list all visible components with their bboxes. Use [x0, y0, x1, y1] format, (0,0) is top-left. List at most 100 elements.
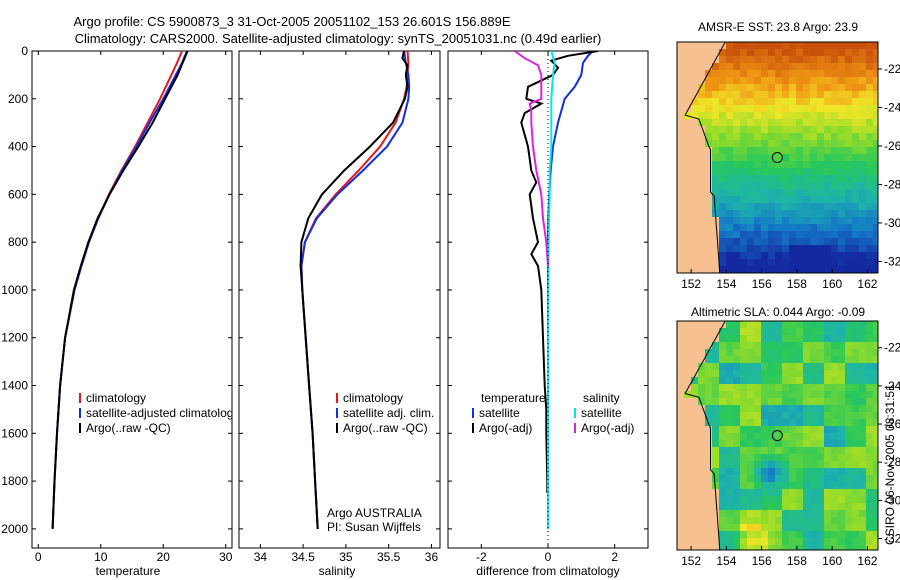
- map-cell: [803, 545, 811, 550]
- map-cell: [817, 377, 825, 385]
- map-cell: [691, 426, 699, 434]
- map-cell: [698, 91, 706, 99]
- map-cell: [852, 545, 860, 550]
- map-cell: [698, 503, 706, 511]
- map-cell: [873, 342, 878, 350]
- map-cell: [803, 531, 811, 539]
- map-cell: [817, 133, 825, 141]
- map-cell: [775, 363, 783, 371]
- map-cell: [845, 112, 853, 120]
- map-cell: [712, 259, 720, 267]
- map-cell: [775, 140, 783, 148]
- sst-field: [677, 42, 878, 273]
- map-cell: [838, 454, 846, 462]
- map-cell: [719, 377, 727, 385]
- map-cell: [705, 370, 713, 378]
- map-cell: [761, 475, 769, 483]
- map-cell: [817, 63, 825, 71]
- map-cell: [747, 56, 755, 64]
- map-cell: [747, 524, 755, 532]
- map-cell: [677, 231, 685, 239]
- map-cell: [873, 440, 878, 448]
- map-cell: [754, 203, 762, 211]
- lat-tick-label: -32: [884, 254, 900, 268]
- map-cell: [684, 224, 692, 232]
- map-cell: [677, 161, 685, 169]
- map-cell: [719, 370, 727, 378]
- map-cell: [803, 468, 811, 476]
- map-cell: [810, 419, 818, 427]
- map-cell: [712, 203, 720, 211]
- map-cell: [810, 447, 818, 455]
- map-cell: [838, 63, 846, 71]
- map-cell: [726, 182, 734, 190]
- map-cell: [838, 259, 846, 267]
- map-cell: [789, 496, 797, 504]
- map-cell: [789, 203, 797, 211]
- map-cell: [845, 335, 853, 343]
- map-cell: [782, 175, 790, 183]
- map-cell: [705, 140, 713, 148]
- x-tick-label: -2: [476, 550, 487, 564]
- map-cell: [719, 70, 727, 78]
- map-cell: [817, 454, 825, 462]
- map-cell: [705, 426, 713, 434]
- map-cell: [733, 454, 741, 462]
- map-cell: [782, 126, 790, 134]
- map-cell: [873, 133, 878, 141]
- map-cell: [705, 182, 713, 190]
- map-cell: [810, 391, 818, 399]
- map-cell: [761, 140, 769, 148]
- map-cell: [684, 259, 692, 267]
- legend-label: climatology: [86, 391, 146, 405]
- map-cell: [789, 252, 797, 260]
- map-cell: [845, 266, 853, 273]
- legend-label: Argo(-adj): [581, 421, 634, 435]
- map-cell: [873, 377, 878, 385]
- map-cell: [712, 342, 720, 350]
- map-cell: [852, 398, 860, 406]
- salinity-panel: 34 34.5 35 35.5 36 salinity climatologysatel…: [238, 50, 441, 578]
- map-cell: [831, 510, 839, 518]
- map-cell: [873, 182, 878, 190]
- map-cell: [796, 454, 804, 462]
- map-cell: [803, 335, 811, 343]
- map-cell: [768, 189, 776, 197]
- map-cell: [789, 210, 797, 218]
- map-cell: [712, 377, 720, 385]
- map-cell: [866, 63, 874, 71]
- lon-tick-label: 162: [857, 554, 877, 568]
- map-cell: [803, 482, 811, 490]
- map-cell: [873, 112, 878, 120]
- map-cell: [824, 524, 832, 532]
- map-cell: [824, 538, 832, 546]
- map-cell: [845, 496, 853, 504]
- map-cell: [733, 182, 741, 190]
- map-cell: [838, 384, 846, 392]
- map-cell: [775, 224, 783, 232]
- map-cell: [810, 84, 818, 92]
- map-cell: [726, 468, 734, 476]
- map-cell: [761, 412, 769, 420]
- map-cell: [747, 419, 755, 427]
- map-cell: [866, 168, 874, 176]
- map-cell: [845, 231, 853, 239]
- map-cell: [733, 377, 741, 385]
- map-cell: [859, 154, 867, 162]
- map-cell: [761, 154, 769, 162]
- map-cell: [761, 496, 769, 504]
- map-cell: [754, 524, 762, 532]
- map-cell: [705, 356, 713, 364]
- map-cell: [852, 426, 860, 434]
- map-cell: [866, 475, 874, 483]
- map-cell: [712, 447, 720, 455]
- map-cell: [838, 203, 846, 211]
- map-cell: [852, 335, 860, 343]
- map-cell: [873, 168, 878, 176]
- series-line-salinity-argo-adj-: [514, 51, 549, 267]
- map-cell: [705, 231, 713, 239]
- map-cell: [754, 482, 762, 490]
- map-cell: [789, 42, 797, 50]
- map-cell: [810, 147, 818, 155]
- map-cell: [789, 384, 797, 392]
